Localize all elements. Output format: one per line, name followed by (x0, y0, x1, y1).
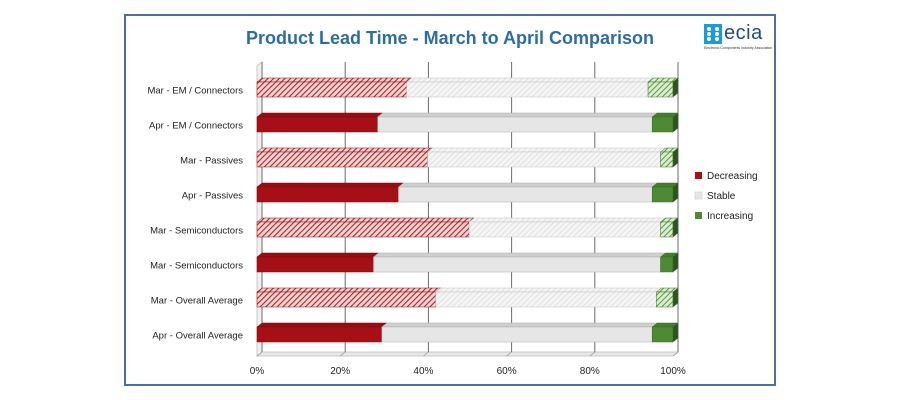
bar-top-face (376, 112, 658, 118)
bar-top-face (435, 287, 663, 293)
bar-top-face (372, 252, 667, 258)
bar-top-face (397, 182, 658, 188)
bar-top-face (256, 252, 380, 258)
bar-top-face (256, 77, 413, 83)
category-label: Mar - EM / Connectors (147, 86, 243, 97)
legend-swatch (694, 191, 703, 200)
x-axis-ticks: 0% 20% 40% 60% 80% 100% (250, 366, 686, 377)
x-tick-label: 20% (330, 366, 350, 377)
bar-top-face (256, 322, 388, 328)
gridline-floor (256, 351, 263, 357)
category-label: Mar - Overall Average (151, 296, 243, 307)
bar-segment (256, 291, 437, 308)
axis-floor (255, 351, 680, 357)
bar-segment (256, 116, 378, 133)
bar-segment (651, 326, 674, 343)
bar-side-face (672, 182, 679, 203)
bar-segment (468, 221, 661, 238)
bar-top-face (381, 322, 658, 328)
bar-segment (373, 256, 661, 273)
axis-wall (256, 61, 263, 357)
bar-segment (256, 326, 383, 343)
category-label: Apr - Passives (182, 191, 243, 202)
bar-segment (647, 81, 674, 98)
bar-segment (256, 221, 470, 238)
legend-label: Decreasing (707, 171, 758, 182)
legend-label: Stable (707, 191, 736, 202)
bar-segment (256, 256, 374, 273)
bar-side-face (672, 77, 679, 98)
bar-top-face (468, 217, 667, 223)
category-labels: Mar - EM / Connectors Apr - EM / Connecto… (147, 86, 243, 342)
category-label: Mar - Passives (180, 156, 243, 167)
category-label: Apr - Overall Average (152, 331, 243, 342)
ecia-logo: ecia Electronic Components Industry Asso… (704, 22, 772, 56)
bar-side-face (672, 147, 679, 168)
gridline-floor (589, 351, 596, 357)
category-label: Apr - EM / Connectors (149, 121, 243, 132)
bar-side-face (672, 287, 679, 308)
gridline-floor (423, 351, 429, 357)
bar-segment (656, 291, 674, 308)
grid-layer (255, 61, 680, 357)
bar-top-face (256, 217, 475, 223)
bar-segment (651, 116, 674, 133)
bar-top-face (256, 182, 405, 188)
legend-swatch (695, 172, 702, 179)
bar-segment (435, 291, 657, 308)
category-label: Mar - Semiconductors (150, 226, 243, 237)
ecia-logo-subtitle: Electronic Components Industry Associati… (704, 46, 773, 50)
gridline-floor (506, 351, 512, 357)
bar-chart: Mar - EM / Connectors Apr - EM / Connecto… (147, 61, 758, 377)
legend: Decreasing Stable Increasing (694, 171, 758, 222)
bar-segment (398, 186, 653, 203)
bar-side-face (672, 322, 679, 343)
gridline-floor (672, 351, 679, 357)
bar-top-face (426, 147, 667, 153)
x-tick-label: 60% (497, 366, 517, 377)
bar-segment (381, 326, 653, 343)
bars-layer (256, 77, 679, 343)
bar-segment (256, 186, 399, 203)
bar-segment (427, 151, 661, 168)
category-label: Mar - Semiconductors (150, 261, 243, 272)
bar-side-face (672, 217, 679, 238)
bar-segment (660, 151, 674, 168)
bar-top-face (256, 147, 434, 153)
bar-side-face (672, 112, 679, 133)
ecia-logo-text: ecia (724, 22, 763, 44)
bar-top-face (406, 77, 654, 83)
gridline-floor (339, 351, 346, 357)
bar-top-face (256, 112, 384, 118)
x-tick-label: 80% (580, 366, 600, 377)
x-tick-label: 0% (250, 366, 265, 377)
x-tick-label: 100% (660, 366, 686, 377)
bar-segment (406, 81, 649, 98)
x-tick-label: 40% (413, 366, 433, 377)
bar-top-face (256, 287, 442, 293)
legend-swatch (695, 212, 702, 219)
bar-segment (660, 256, 674, 273)
chart-title: Product Lead Time - March to April Compa… (245, 28, 655, 48)
bar-segment (256, 151, 428, 168)
bar-segment (256, 81, 408, 98)
bar-segment (660, 221, 674, 238)
bar-segment (651, 186, 674, 203)
bar-segment (377, 116, 653, 133)
legend-label: Increasing (707, 211, 753, 222)
ecia-logo-icon (704, 24, 722, 44)
chart-frame: Product Lead Time - March to April Compa… (124, 14, 776, 386)
bar-side-face (672, 252, 679, 273)
